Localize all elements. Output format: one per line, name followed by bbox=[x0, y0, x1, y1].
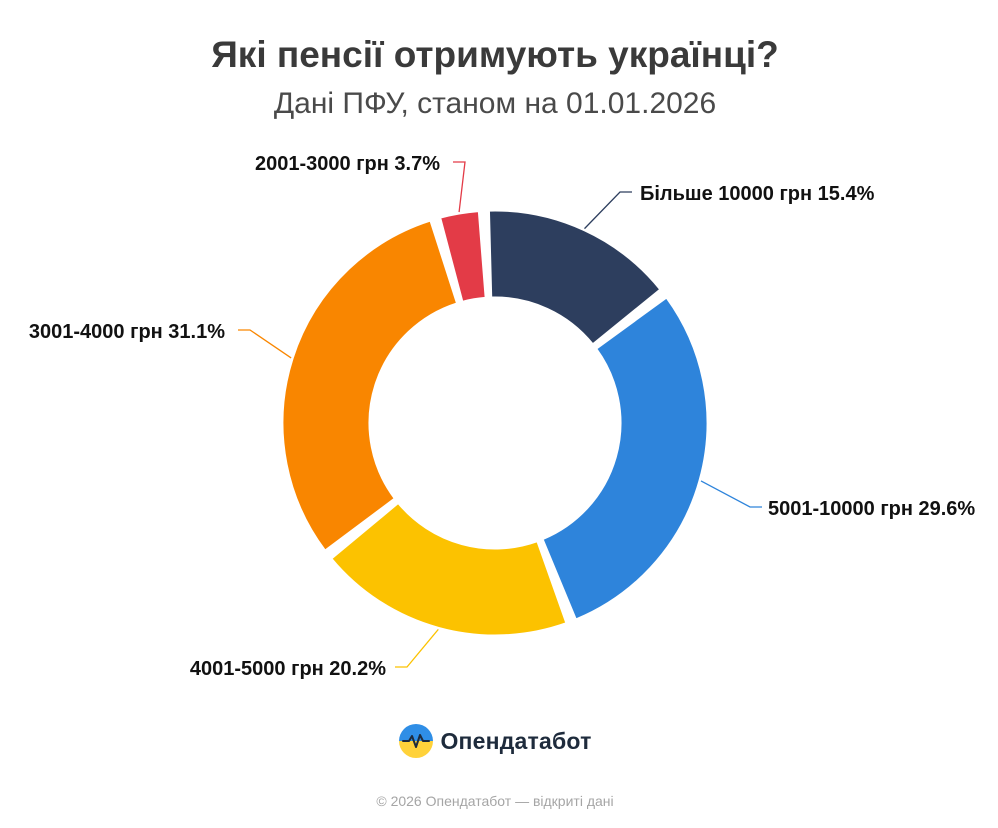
donut-chart: Більше 10000 грн 15.4% 5001-10000 грн 29.… bbox=[29, 153, 976, 680]
donut-slice bbox=[488, 210, 661, 345]
chart-subtitle: Дані ПФУ, станом на 01.01.2026 bbox=[273, 87, 717, 120]
opendatabot-logo-icon bbox=[399, 724, 434, 758]
slices-layer bbox=[282, 210, 708, 636]
donut-slice bbox=[440, 211, 486, 302]
slice-label: Більше 10000 грн 15.4% bbox=[640, 183, 875, 205]
donut-slice bbox=[282, 220, 458, 551]
leader-line bbox=[453, 161, 466, 213]
donut-slice bbox=[331, 502, 567, 636]
footer-text: © 2026 Опендатабот — відкриті дані bbox=[376, 793, 614, 809]
slice-label: 2001-3000 грн 3.7% bbox=[255, 153, 440, 175]
leader-line bbox=[238, 329, 292, 359]
chart-title: Які пенсії отримують українці? bbox=[211, 34, 779, 75]
leader-line bbox=[395, 628, 439, 668]
slice-label: 5001-10000 грн 29.6% bbox=[768, 498, 975, 520]
leader-lines-layer bbox=[238, 161, 762, 668]
donut-slice bbox=[542, 297, 708, 620]
brand-name: Опендатабот bbox=[440, 727, 592, 754]
slice-labels-layer: Більше 10000 грн 15.4% 5001-10000 грн 29.… bbox=[29, 153, 976, 680]
leader-line bbox=[584, 191, 632, 230]
brand: Опендатабот bbox=[0, 723, 990, 759]
leader-line bbox=[700, 480, 762, 508]
slice-label: 4001-5000 грн 20.2% bbox=[190, 658, 386, 680]
slice-label: 3001-4000 грн 31.1% bbox=[29, 321, 225, 343]
